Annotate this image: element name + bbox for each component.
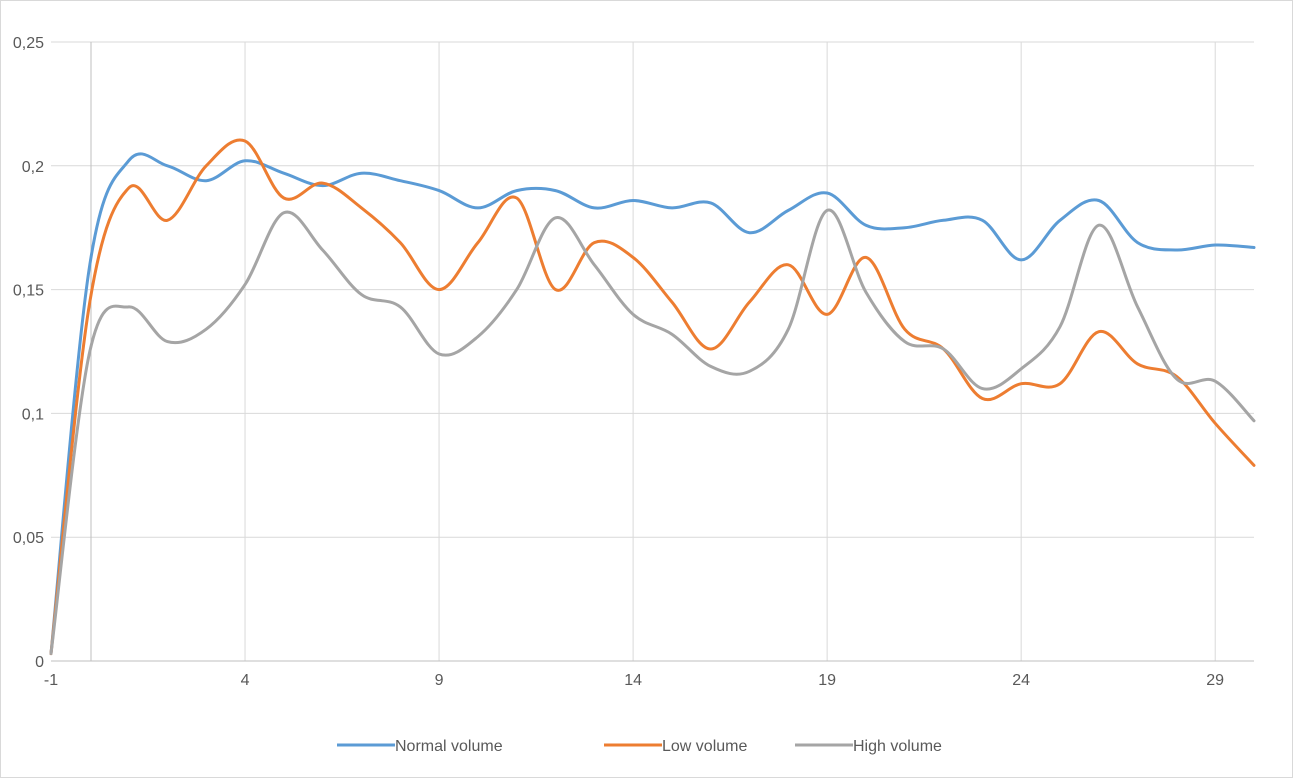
series-lines [49,138,1256,656]
series-line-low-volume [49,138,1256,656]
legend: Normal volume Low volume High volume [337,738,942,755]
x-tick-label: 19 [818,672,836,689]
legend-label-high-volume: High volume [853,738,942,755]
gridlines [51,41,1254,661]
y-tick-label: 0,2 [22,159,44,176]
x-tick-label: -1 [44,672,58,689]
y-tick-label: 0 [35,654,44,671]
legend-label-low-volume: Low volume [662,738,747,755]
y-tick-label: 0,15 [13,283,44,300]
y-tick-label: 0,25 [13,35,44,52]
x-tick-label: 4 [241,672,250,689]
series-line-high-volume [49,208,1256,656]
axes [51,42,1254,662]
y-tick-label: 0,05 [13,530,44,547]
x-tick-label: 29 [1206,672,1224,689]
x-tick-label: 14 [624,672,642,689]
x-tick-label: 24 [1012,672,1030,689]
y-tick-label: 0,1 [22,406,44,423]
tick-labels: 0 0,05 0,1 0,15 0,2 0,25 -1 4 9 14 19 24 29 [13,35,1224,689]
x-tick-label: 9 [435,672,444,689]
legend-label-normal-volume: Normal volume [395,738,503,755]
series-line-normal-volume [49,152,1256,656]
